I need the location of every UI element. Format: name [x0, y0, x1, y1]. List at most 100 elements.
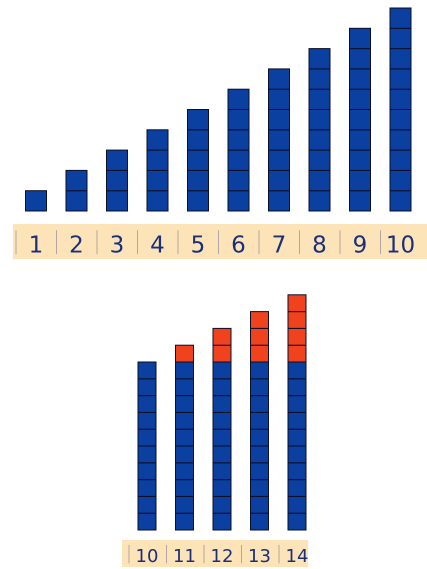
blue-unit-cube	[137, 512, 157, 531]
blue-unit-cube	[308, 190, 331, 212]
block-stack-8	[308, 48, 331, 212]
top-number-strip: 1 2 3 4 5 6 7 8 9 10	[13, 224, 427, 259]
blue-unit-cube	[389, 149, 412, 171]
blue-unit-cube	[308, 48, 331, 70]
blue-unit-cube	[250, 462, 269, 481]
blue-unit-cube	[175, 462, 194, 481]
blue-unit-cube	[287, 512, 307, 531]
blue-unit-cube	[25, 190, 47, 212]
blue-unit-cube	[137, 361, 157, 380]
blue-unit-cube	[175, 479, 194, 497]
blue-unit-cube	[137, 445, 157, 464]
blue-unit-cube	[212, 445, 232, 464]
blue-unit-cube	[250, 395, 269, 413]
bottom-block-stacks	[137, 294, 307, 531]
number-label-10: 10	[386, 233, 415, 259]
red-unit-cube	[250, 344, 269, 363]
blue-unit-cube	[106, 190, 128, 212]
blue-unit-cube	[212, 361, 232, 380]
blue-unit-cube	[349, 88, 371, 110]
red-unit-cube	[287, 311, 307, 329]
blue-unit-cube	[389, 68, 412, 90]
blue-unit-cube	[268, 169, 290, 192]
blue-unit-cube	[389, 169, 412, 192]
blue-unit-cube	[349, 149, 371, 171]
red-unit-cube	[250, 327, 269, 346]
number-label-9: 9	[353, 233, 368, 259]
blue-unit-cube	[268, 68, 290, 90]
blue-unit-cube	[268, 88, 290, 110]
blue-unit-cube	[349, 129, 371, 151]
blue-unit-cube	[175, 378, 194, 397]
number-label-11: 11	[173, 546, 196, 567]
blue-unit-cube	[227, 149, 250, 171]
number-label-7: 7	[272, 233, 287, 259]
red-unit-cube	[175, 344, 194, 363]
red-unit-cube	[250, 311, 269, 329]
blue-unit-cube	[250, 411, 269, 430]
blue-unit-cube	[106, 169, 128, 192]
blue-unit-cube	[308, 109, 331, 131]
blue-unit-cube	[389, 48, 412, 70]
blue-unit-cube	[187, 129, 209, 151]
number-label-2: 2	[69, 233, 84, 259]
blue-unit-cube	[175, 445, 194, 464]
blue-unit-cube	[349, 27, 371, 50]
block-stack-7	[268, 68, 290, 212]
blue-unit-cube	[137, 411, 157, 430]
number-label-1: 1	[29, 233, 44, 259]
red-unit-cube	[287, 327, 307, 346]
blue-unit-cube	[212, 512, 232, 531]
blue-unit-cube	[250, 479, 269, 497]
blue-unit-cube	[227, 129, 250, 151]
blue-unit-cube	[250, 512, 269, 531]
block-stack-10	[137, 361, 157, 531]
blue-unit-cube	[349, 109, 371, 131]
number-strip-background	[122, 540, 308, 567]
blue-unit-cube	[227, 109, 250, 131]
blue-unit-cube	[287, 445, 307, 464]
blue-unit-cube	[250, 428, 269, 447]
blue-unit-cube	[137, 428, 157, 447]
blue-unit-cube	[287, 361, 307, 380]
top-block-stacks	[25, 7, 412, 212]
blue-unit-cube	[308, 169, 331, 192]
blue-unit-cube	[137, 378, 157, 397]
bottom-number-strip: 10 11 12 13 14	[122, 540, 308, 567]
blue-unit-cube	[212, 411, 232, 430]
blue-unit-cube	[65, 169, 88, 192]
blue-unit-cube	[175, 428, 194, 447]
number-label-5: 5	[191, 233, 206, 259]
blue-unit-cube	[389, 7, 412, 29]
number-label-12: 12	[211, 546, 234, 567]
blue-unit-cube	[268, 129, 290, 151]
blue-unit-cube	[349, 190, 371, 212]
blue-unit-cube	[250, 495, 269, 514]
block-stack-12	[212, 327, 232, 531]
blue-unit-cube	[227, 88, 250, 110]
number-label-8: 8	[312, 233, 327, 259]
blue-unit-cube	[349, 48, 371, 70]
blue-unit-cube	[146, 169, 169, 192]
blue-unit-cube	[137, 395, 157, 413]
blue-unit-cube	[187, 190, 209, 212]
blue-unit-cube	[287, 395, 307, 413]
blue-unit-cube	[175, 512, 194, 531]
red-unit-cube	[287, 294, 307, 313]
blue-unit-cube	[212, 395, 232, 413]
blue-unit-cube	[389, 129, 412, 151]
blue-unit-cube	[227, 190, 250, 212]
block-stack-2	[65, 169, 88, 212]
blue-unit-cube	[175, 411, 194, 430]
blue-unit-cube	[349, 169, 371, 192]
blue-unit-cube	[250, 445, 269, 464]
blue-unit-cube	[308, 88, 331, 110]
blue-unit-cube	[389, 190, 412, 212]
blue-unit-cube	[389, 109, 412, 131]
blue-unit-cube	[137, 495, 157, 514]
blue-unit-cube	[65, 190, 88, 212]
block-stack-4	[146, 129, 169, 212]
blue-unit-cube	[175, 495, 194, 514]
blue-unit-cube	[146, 149, 169, 171]
